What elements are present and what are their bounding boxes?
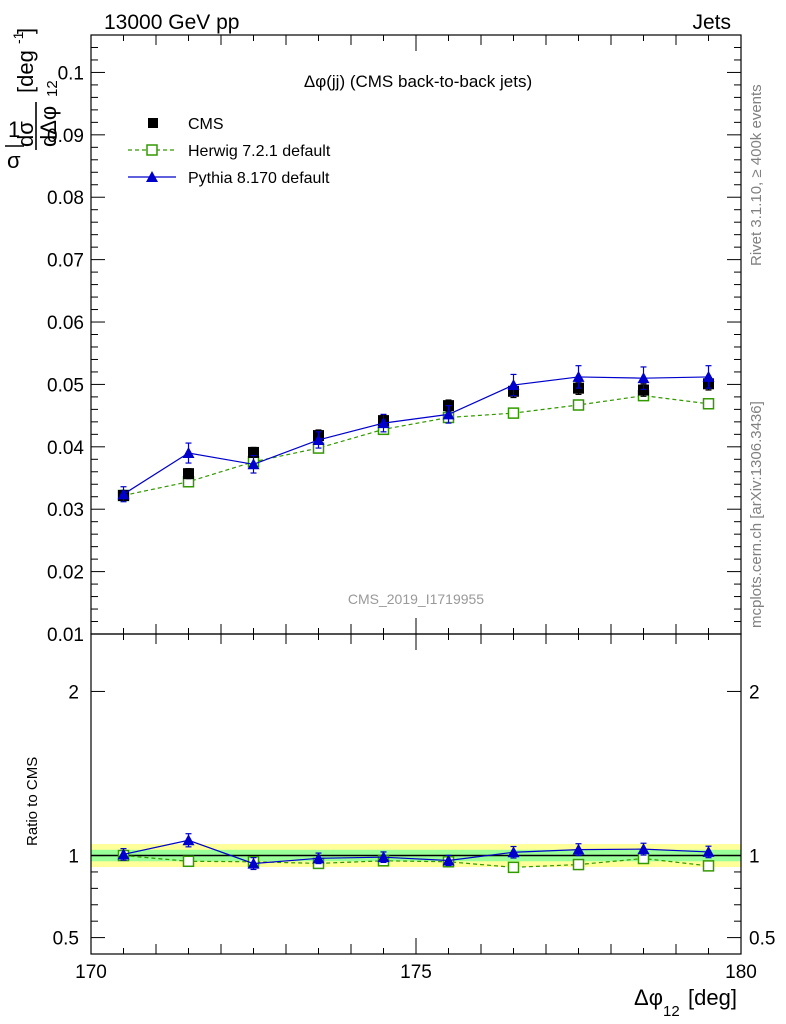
ratio-herwig-point bbox=[572, 858, 585, 871]
legend-pythia-marker bbox=[146, 171, 158, 182]
legend: CMS Herwig 7.2.1 default Pythia 8.170 de… bbox=[128, 116, 331, 187]
top-y-tick-label: 0.08 bbox=[47, 188, 84, 209]
ratio-pythia-point bbox=[312, 852, 325, 864]
ratio-pythia-point bbox=[637, 843, 650, 855]
header-right: Jets bbox=[692, 11, 731, 34]
pythia-point bbox=[702, 370, 715, 382]
pythia-point bbox=[312, 433, 325, 445]
cms-point bbox=[638, 384, 649, 396]
y-label-sub: 12 bbox=[44, 80, 61, 97]
y-label-dphi: dΔφ bbox=[36, 106, 61, 147]
x-tick-label: 170 bbox=[75, 962, 107, 983]
ratio-panel-frame bbox=[90, 633, 742, 955]
top-y-tick-label: 0.05 bbox=[47, 375, 84, 396]
ratio-y-tick-label: 1 bbox=[68, 847, 79, 868]
legend-pythia-label: Pythia 8.170 default bbox=[188, 170, 330, 187]
ratio-y-tick-label-right: 0.5 bbox=[749, 929, 775, 950]
ratio-y-tick-label-right: 1 bbox=[749, 847, 760, 868]
ratio-pythia-point bbox=[247, 857, 260, 869]
pythia-point bbox=[117, 488, 130, 500]
legend-herwig-label: Herwig 7.2.1 default bbox=[188, 143, 331, 160]
pythia-point bbox=[572, 370, 585, 382]
ratio-pythia-point bbox=[442, 854, 455, 866]
y-label-one: 1 bbox=[8, 117, 20, 142]
herwig-point bbox=[702, 398, 715, 410]
top-y-tick-label: 0.09 bbox=[47, 126, 84, 147]
top-y-tick-label: 0.06 bbox=[47, 313, 84, 334]
x-label-main: Δφ bbox=[634, 985, 663, 1010]
top-panel: 0.010.020.030.040.050.060.070.080.090.1 … bbox=[47, 34, 742, 646]
ratio-x-ticks: 170 175 180 bbox=[75, 634, 757, 983]
pythia-point bbox=[507, 379, 520, 391]
ratio-herwig-point bbox=[702, 860, 715, 872]
y-label-unit-exp: -1 bbox=[10, 31, 26, 44]
ratio-series-group bbox=[117, 833, 715, 874]
pythia-point bbox=[377, 417, 390, 429]
x-label-sub: 12 bbox=[663, 1003, 680, 1020]
top-y-tick-label: 0.04 bbox=[47, 438, 84, 459]
pythia-point bbox=[182, 447, 195, 459]
mcplots-label: mcplots.cern.ch [arXiv:1306.3436] bbox=[748, 401, 765, 628]
herwig-point bbox=[507, 407, 520, 419]
y-label-unit-close: ] bbox=[13, 28, 38, 34]
ratio-y-label: Ratio to CMS bbox=[24, 757, 41, 846]
x-label-unit: [deg] bbox=[688, 985, 737, 1010]
top-series-group bbox=[117, 365, 715, 503]
legend-herwig-marker bbox=[146, 144, 158, 156]
top-y-tick-label: 0.02 bbox=[47, 563, 84, 584]
pythia-line bbox=[123, 376, 709, 495]
ratio-y-tick-label-right: 2 bbox=[749, 682, 760, 703]
herwig-line bbox=[123, 395, 709, 497]
y-label-sigma: σ bbox=[7, 148, 21, 173]
ratio-y-tick-label: 2 bbox=[68, 682, 79, 703]
ratio-pythia-point bbox=[702, 845, 715, 857]
cms-point bbox=[183, 468, 194, 480]
x-axis-label: Δφ 12 [deg] bbox=[634, 985, 737, 1020]
top-x-ticks bbox=[90, 35, 742, 634]
x-tick-label: 180 bbox=[725, 962, 757, 983]
top-y-tick-label: 0.01 bbox=[47, 625, 84, 646]
top-y-tick-label: 0.1 bbox=[58, 63, 84, 84]
top-y-tick-label: 0.03 bbox=[47, 500, 84, 521]
ratio-y-tick-label: 0.5 bbox=[53, 929, 79, 950]
chart-title: Δφ(jj) (CMS back-to-back jets) bbox=[304, 72, 532, 91]
top-y-tick-label: 0.07 bbox=[47, 251, 84, 272]
ratio-pythia-point bbox=[182, 834, 195, 846]
analysis-id: CMS_2019_I1719955 bbox=[348, 591, 484, 607]
ratio-herwig-point bbox=[182, 855, 195, 868]
ratio-pythia-point bbox=[117, 848, 130, 860]
ratio-y-ticks: 0.5 0.5 1 1 2 2 bbox=[53, 682, 775, 955]
legend-cms-label: CMS bbox=[188, 116, 224, 133]
pythia-point bbox=[247, 458, 260, 470]
x-tick-label: 175 bbox=[400, 962, 432, 983]
y-label-dsigma: dσ bbox=[13, 121, 38, 147]
herwig-point bbox=[572, 399, 585, 411]
pythia-point bbox=[442, 408, 455, 420]
y-axis-label: 1 σ dσ dΔφ 12 [deg -1 ] bbox=[5, 28, 61, 173]
cms-point bbox=[248, 446, 259, 458]
y-label-unit: [deg bbox=[13, 50, 38, 93]
header-left: 13000 GeV pp bbox=[104, 11, 239, 34]
ratio-pythia-point bbox=[507, 846, 520, 858]
ratio-pythia-line bbox=[123, 839, 709, 865]
ratio-pythia-point bbox=[572, 843, 585, 855]
top-y-ticks: 0.01 0.02 0.03 0.04 0.05 0.06 0.07 0.08 0.09 0.1 bbox=[47, 34, 741, 646]
legend-cms-marker bbox=[148, 118, 158, 128]
pythia-point bbox=[637, 372, 650, 384]
rivet-label: Rivet 3.1.10, ≥ 400k events bbox=[748, 84, 765, 266]
ratio-panel: 0.5 0.5 1 1 2 2 170 175 180 Ratio to CMS bbox=[24, 633, 775, 983]
ratio-herwig-point bbox=[507, 861, 520, 874]
ratio-pythia-point bbox=[377, 851, 390, 863]
